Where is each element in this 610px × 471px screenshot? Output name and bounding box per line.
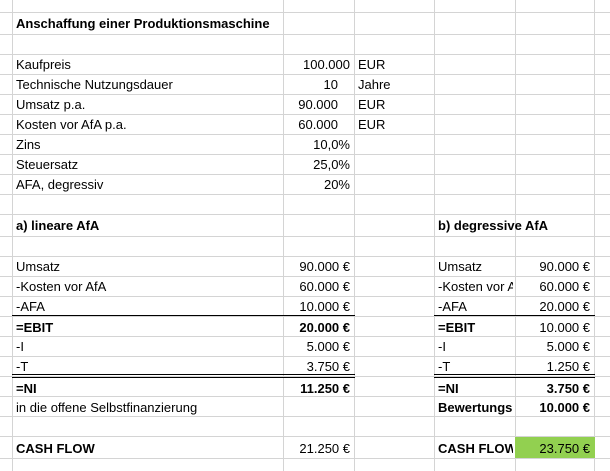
grid-row-line [0,316,610,317]
linear-label-tax[interactable]: -T [16,359,29,374]
degressive-label-kosten[interactable]: -Kosten vor AfA [438,279,513,294]
input-label-zins[interactable]: Zins [16,137,41,152]
input-value-kosten[interactable]: 60.000 [298,117,338,132]
degressive-cashflow-value[interactable]: 23.750 € [539,441,590,456]
grid-row-line [0,336,610,337]
input-label-kaufpreis[interactable]: Kaufpreis [16,57,71,72]
input-value-steuersatz[interactable]: 25,0% [313,157,350,172]
input-label-nutzungsdauer[interactable]: Technische Nutzungsdauer [16,77,173,92]
grid-row-line [0,376,610,377]
grid-row-line [0,396,610,397]
linear-afa-heading[interactable]: a) lineare AfA [16,218,100,233]
grid-column-line [354,0,355,471]
input-unit-nutzungsdauer[interactable]: Jahre [358,77,391,92]
input-unit-umsatz[interactable]: EUR [358,97,386,112]
linear-value-ni[interactable]: 11.250 € [300,381,350,396]
input-value-umsatz[interactable]: 90.000 [298,97,338,112]
linear-label-interest[interactable]: -I [16,339,24,354]
linear-label-selbstfinanzierung[interactable]: in die offene Selbstfinanzierung [16,400,198,415]
degressive-label-umsatz[interactable]: Umsatz [438,259,483,274]
degressive-cashflow-label[interactable]: CASH FLOW [438,441,513,456]
grid-row-line [0,256,610,257]
grid-row-line [0,194,610,195]
degressive-label-afa[interactable]: -AFA [438,299,467,314]
input-label-afa-degressiv[interactable]: AFA, degressiv [16,177,104,192]
degressive-value-ebit[interactable]: 10.000 € [539,320,590,335]
degressive-ebit-top-border [434,315,595,316]
grid-row-line [0,34,610,35]
degressive-label-ni[interactable]: =NI [438,381,459,396]
linear-label-ebit[interactable]: =EBIT [16,320,54,335]
input-value-nutzungsdauer[interactable]: 10 [323,77,338,92]
grid-row-line [0,174,610,175]
linear-ni-double-border [12,374,355,378]
grid-row-line [0,114,610,115]
input-value-kaufpreis[interactable]: 100.000 [303,57,350,72]
linear-value-kosten[interactable]: 60.000 € [299,279,350,294]
cashflow-highlight-fill [515,437,595,458]
linear-value-tax[interactable]: 3.750 € [306,359,350,374]
linear-ebit-top-border [12,315,355,316]
input-label-steuersatz[interactable]: Steuersatz [16,157,79,172]
grid-row-line [0,416,610,417]
linear-value-umsatz[interactable]: 90.000 € [299,259,350,274]
grid-row-line [0,236,610,237]
grid-column-line [515,0,516,471]
sheet-title[interactable]: Anschaffung einer Produktionsmaschine [16,16,270,31]
grid-column-line [12,0,13,471]
degressive-value-umsatz[interactable]: 90.000 € [539,259,590,274]
linear-cashflow-label[interactable]: CASH FLOW [16,441,95,456]
grid-row-line [0,276,610,277]
grid-row-line [0,12,610,13]
degressive-label-tax[interactable]: -T [438,359,451,374]
grid-row-line [0,356,610,357]
linear-value-interest[interactable]: 5.000 € [306,339,350,354]
degressive-afa-heading[interactable]: b) degressive AfA [438,218,549,233]
grid-column-line [434,0,435,471]
degressive-value-ni[interactable]: 3.750 € [546,381,590,396]
grid-row-line [0,214,610,215]
grid-row-line [0,94,610,95]
degressive-value-interest[interactable]: 5.000 € [546,339,590,354]
grid-column-line [283,0,284,471]
input-unit-kosten[interactable]: EUR [358,117,386,132]
degressive-value-bewertungsreserve[interactable]: 10.000 € [539,400,590,415]
input-label-umsatz[interactable]: Umsatz p.a. [16,97,86,112]
linear-label-umsatz[interactable]: Umsatz [16,259,61,274]
linear-label-kosten[interactable]: -Kosten vor AfA [16,279,107,294]
grid-row-line [0,458,610,459]
linear-label-afa[interactable]: -AFA [16,299,45,314]
degressive-label-ebit[interactable]: =EBIT [438,320,476,335]
degressive-value-afa[interactable]: 20.000 € [539,299,590,314]
degressive-value-tax[interactable]: 1.250 € [546,359,590,374]
degressive-label-bewertungsreserve[interactable]: Bewertungsreserve [438,400,513,415]
input-value-afa-degressiv[interactable]: 20% [323,177,350,192]
grid-row-line [0,54,610,55]
input-label-kosten[interactable]: Kosten vor AfA p.a. [16,117,127,132]
linear-value-ebit[interactable]: 20.000 € [299,320,350,335]
grid-row-line [0,154,610,155]
grid-row-line [0,74,610,75]
grid-row-line [0,436,610,437]
linear-label-ni[interactable]: =NI [16,381,37,396]
input-value-zins[interactable]: 10,0% [313,137,350,152]
linear-value-afa[interactable]: 10.000 € [299,299,350,314]
input-unit-kaufpreis[interactable]: EUR [358,57,386,72]
linear-cashflow-value[interactable]: 21.250 € [299,441,350,456]
degressive-ni-double-border [434,374,595,378]
grid-row-line [0,296,610,297]
grid-row-line [0,134,610,135]
degressive-value-kosten[interactable]: 60.000 € [539,279,590,294]
degressive-label-interest[interactable]: -I [438,339,446,354]
grid-column-line [594,0,595,471]
